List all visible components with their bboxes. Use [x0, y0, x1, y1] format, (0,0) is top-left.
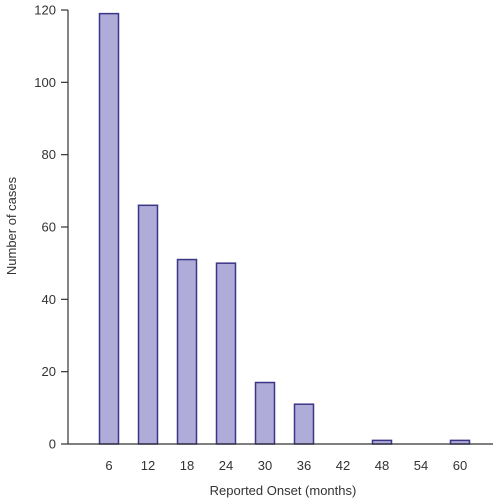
bar-18 [178, 260, 197, 444]
y-axis-title: Number of cases [4, 176, 19, 275]
bar-36 [295, 404, 314, 444]
x-tick-label: 42 [336, 458, 350, 473]
x-tick-label: 24 [219, 458, 233, 473]
y-tick-label: 40 [42, 292, 56, 307]
bar-30 [256, 383, 275, 444]
axes-layer [68, 10, 493, 444]
x-tick-label: 6 [105, 458, 112, 473]
y-tick-label: 60 [42, 220, 56, 235]
x-tick-label: 18 [180, 458, 194, 473]
y-tick-label: 100 [34, 75, 56, 90]
bars-layer [100, 14, 470, 444]
bar-12 [139, 205, 158, 444]
x-tick-label: 60 [453, 458, 467, 473]
y-tick-label: 120 [34, 3, 56, 18]
y-tick-label: 0 [49, 437, 56, 452]
x-axis-title: Reported Onset (months) [210, 483, 357, 498]
x-tick-label: 30 [258, 458, 272, 473]
y-axis-ticks: 0 20 40 60 80 100 120 [34, 3, 68, 452]
bar-24 [217, 263, 236, 444]
x-tick-label: 54 [414, 458, 428, 473]
x-tick-label: 48 [375, 458, 389, 473]
x-tick-label: 36 [297, 458, 311, 473]
x-axis-ticks: 6 12 18 24 30 36 42 48 54 60 [105, 458, 467, 473]
y-tick-label: 80 [42, 147, 56, 162]
bar-6 [100, 14, 119, 444]
y-tick-label: 20 [42, 364, 56, 379]
x-tick-label: 12 [141, 458, 155, 473]
